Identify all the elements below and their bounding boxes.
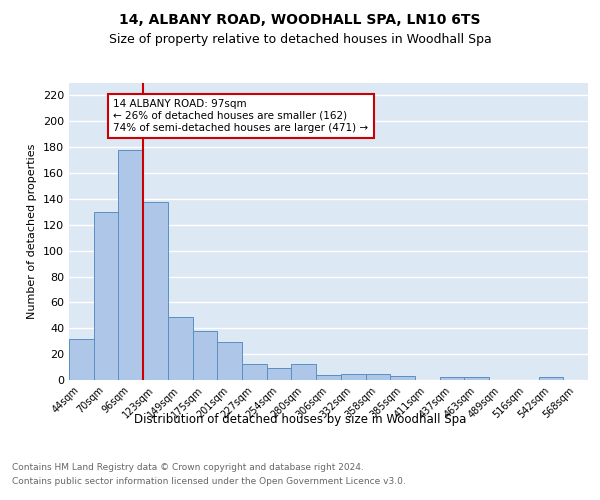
Y-axis label: Number of detached properties: Number of detached properties: [28, 144, 37, 319]
Text: 14 ALBANY ROAD: 97sqm
← 26% of detached houses are smaller (162)
74% of semi-det: 14 ALBANY ROAD: 97sqm ← 26% of detached …: [113, 100, 368, 132]
Text: Distribution of detached houses by size in Woodhall Spa: Distribution of detached houses by size …: [134, 412, 466, 426]
Text: 14, ALBANY ROAD, WOODHALL SPA, LN10 6TS: 14, ALBANY ROAD, WOODHALL SPA, LN10 6TS: [119, 12, 481, 26]
Bar: [316, 375, 341, 380]
Bar: [365, 374, 390, 380]
Bar: [118, 150, 143, 380]
Text: Size of property relative to detached houses in Woodhall Spa: Size of property relative to detached ho…: [109, 32, 491, 46]
Bar: [217, 342, 242, 380]
Text: Contains public sector information licensed under the Open Government Licence v3: Contains public sector information licen…: [12, 478, 406, 486]
Bar: [69, 338, 94, 380]
Bar: [539, 378, 563, 380]
Bar: [464, 378, 489, 380]
Bar: [94, 212, 118, 380]
Bar: [168, 316, 193, 380]
Text: Contains HM Land Registry data © Crown copyright and database right 2024.: Contains HM Land Registry data © Crown c…: [12, 462, 364, 471]
Bar: [440, 378, 464, 380]
Bar: [267, 368, 292, 380]
Bar: [143, 202, 168, 380]
Bar: [193, 331, 217, 380]
Bar: [390, 376, 415, 380]
Bar: [242, 364, 267, 380]
Bar: [292, 364, 316, 380]
Bar: [341, 374, 365, 380]
